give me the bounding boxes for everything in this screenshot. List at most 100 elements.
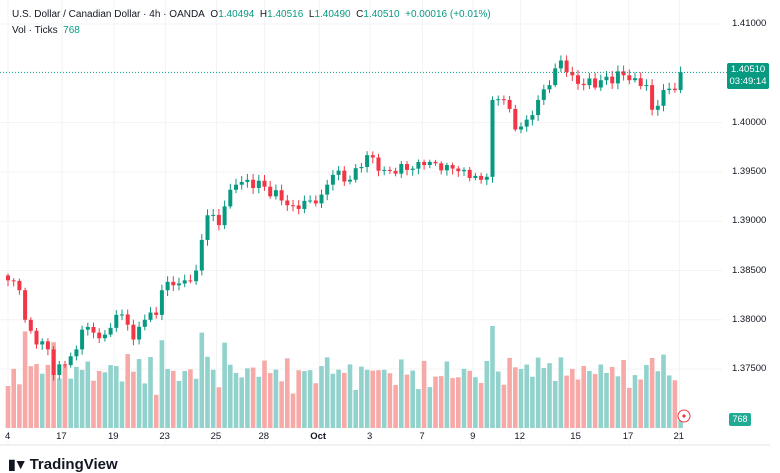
candle-body xyxy=(655,105,660,110)
volume-bar xyxy=(478,383,484,428)
volume-bar xyxy=(353,390,358,428)
candle-body xyxy=(57,364,62,376)
volume-bar xyxy=(655,371,661,428)
candle-body xyxy=(279,190,284,201)
price-axis-label: 1.39500 xyxy=(732,165,767,177)
volume-bar xyxy=(148,357,153,428)
volume-bar xyxy=(176,380,182,428)
candle-body xyxy=(211,214,216,216)
candle-body xyxy=(638,78,643,87)
candle-body xyxy=(182,280,187,284)
time-axis-label: 17 xyxy=(622,431,634,442)
volume-bar xyxy=(125,354,130,428)
volume-bar xyxy=(632,375,638,428)
volume-bar xyxy=(62,365,68,428)
candle-body xyxy=(11,280,16,282)
volume-bar xyxy=(239,377,244,428)
volume-bar xyxy=(74,366,79,428)
candle-body xyxy=(34,330,39,345)
volume-bar xyxy=(324,357,330,428)
volume-bar xyxy=(296,370,301,428)
volume-bar xyxy=(68,378,73,428)
volume-bar xyxy=(45,364,51,428)
volume-bar xyxy=(570,368,575,428)
volume-bar xyxy=(444,361,450,428)
volume-bar xyxy=(421,360,427,428)
candle-body xyxy=(405,164,409,170)
price-axis-label: 1.41000 xyxy=(732,18,767,29)
current-price-label: 1.40510 03:49:14 xyxy=(727,63,769,89)
candle-body xyxy=(251,179,256,188)
tradingview-logo[interactable]: ▮▼ TradingView xyxy=(8,456,118,473)
candle-body xyxy=(256,180,261,188)
volume-bar xyxy=(96,370,102,428)
volume-bar xyxy=(330,373,336,428)
volume-bar xyxy=(119,381,125,428)
low-label: L xyxy=(308,9,315,20)
candle-body xyxy=(576,75,580,84)
volume-bar xyxy=(587,371,592,428)
volume-bar xyxy=(188,369,193,428)
candle-body xyxy=(564,60,569,73)
volume-bar xyxy=(678,420,683,428)
candle-body xyxy=(285,200,290,206)
volume-bar xyxy=(153,394,159,428)
volume-bar xyxy=(467,370,472,428)
candle-body xyxy=(439,163,444,171)
volume-bar xyxy=(592,373,598,428)
volume-bar xyxy=(547,363,552,428)
time-axis-label: 15 xyxy=(570,431,581,442)
close-label: C xyxy=(356,9,364,20)
candle-body xyxy=(644,85,649,87)
volume-row: Vol · Ticks 768 xyxy=(12,23,491,39)
volume-bar xyxy=(535,357,541,428)
volume-bar xyxy=(661,354,666,428)
volume-bar xyxy=(501,384,507,428)
volume-bar xyxy=(558,357,564,428)
volume-bar xyxy=(627,387,632,428)
volume-bar xyxy=(159,340,165,428)
candle-body xyxy=(621,71,626,76)
volume-bar xyxy=(615,376,621,428)
candle-body xyxy=(598,80,603,88)
event-dot xyxy=(682,414,686,418)
brand-name: TradingView xyxy=(29,456,118,473)
volume-bar xyxy=(233,372,239,428)
candle-body xyxy=(97,332,102,339)
time-axis-label: 9 xyxy=(470,431,476,442)
candle-body xyxy=(120,314,124,316)
volume-bar xyxy=(182,370,187,428)
candle-body xyxy=(302,200,307,209)
volume-bar xyxy=(456,377,461,428)
volume-value: 768 xyxy=(63,25,80,36)
volume-bar xyxy=(638,379,643,428)
candle-body xyxy=(587,78,592,86)
candle-body xyxy=(6,275,10,281)
candle-body xyxy=(108,327,113,335)
volume-bar xyxy=(433,376,438,428)
volume-bar xyxy=(85,361,91,428)
candle-body xyxy=(410,168,415,170)
volume-bar xyxy=(461,368,467,428)
volume-bar xyxy=(381,369,387,428)
candle-body xyxy=(137,326,142,340)
tradingview-logo-icon: ▮▼ xyxy=(8,456,28,472)
volume-bar xyxy=(193,378,199,428)
price-axis-label: 1.38000 xyxy=(732,313,767,325)
volume-label[interactable]: Vol · Ticks xyxy=(12,25,58,36)
volume-bar xyxy=(484,360,490,428)
symbol-title[interactable]: U.S. Dollar / Canadian Dollar · 4h · OAN… xyxy=(12,9,205,20)
volume-bar xyxy=(136,359,142,428)
volume-bar xyxy=(51,342,56,428)
candle-body xyxy=(450,164,455,169)
candle-body xyxy=(393,170,398,174)
volume-bar xyxy=(575,379,581,428)
candle-body xyxy=(541,89,546,100)
candle-body xyxy=(291,205,295,207)
candle-body xyxy=(131,324,136,340)
candle-body xyxy=(342,170,347,182)
time-axis-label: 7 xyxy=(419,431,425,442)
volume-bar xyxy=(530,376,535,428)
candle-body xyxy=(530,115,535,120)
